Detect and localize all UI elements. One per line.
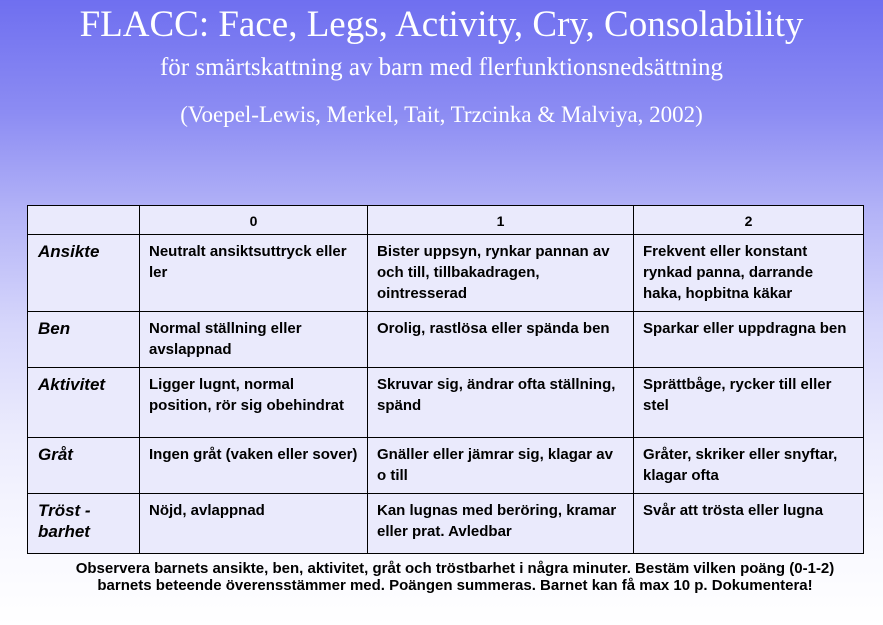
header-cell-score-0: 0 (139, 205, 368, 235)
score-2-cell: Svår att trösta eller lugna (633, 493, 864, 554)
score-2-cell: Sparkar eller uppdragna ben (633, 311, 864, 368)
citation: (Voepel-Lewis, Merkel, Tait, Trzcinka & … (180, 102, 703, 127)
row-category: Aktivitet (27, 367, 140, 438)
header-cell-score-1: 1 (367, 205, 634, 235)
score-1-cell: Kan lugnas med beröring, kramar eller pr… (367, 493, 634, 554)
header-cell-category (27, 205, 140, 235)
score-1-cell: Gnäller eller jämrar sig, klagar av o ti… (367, 437, 634, 494)
score-0-cell: Ingen gråt (vaken eller sover) (139, 437, 368, 494)
slide-subtitle: för smärtskattning av barn med flerfunkt… (159, 54, 724, 81)
row-category: Ansikte (27, 234, 140, 312)
slide-title: FLACC: Face, Legs, Activity, Cry, Consol… (79, 4, 804, 45)
score-2-cell: Frekvent eller konstant rynkad panna, da… (633, 234, 864, 312)
flacc-table: 0 1 2 Ansikte Neutralt ansiktsuttryck el… (27, 205, 864, 554)
score-1-cell: Skruvar sig, ändrar ofta ställning, spän… (367, 367, 634, 438)
score-1-cell: Bister uppsyn, rynkar pannan av och till… (367, 234, 634, 312)
header-cell-score-2: 2 (633, 205, 864, 235)
score-1-cell: Orolig, rastlösa eller spända ben (367, 311, 634, 368)
score-0-cell: Ligger lugnt, normal position, rör sig o… (139, 367, 368, 438)
score-0-cell: Normal ställning eller avslappnad (139, 311, 368, 368)
table-row-aktivitet: Aktivitet Ligger lugnt, normal position,… (27, 367, 864, 438)
table-row-grat: Gråt Ingen gråt (vaken eller sover) Gnäl… (27, 437, 864, 494)
score-2-cell: Gråter, skriker eller snyftar, klagar of… (633, 437, 864, 494)
instructions-footer: Observera barnets ansikte, ben, aktivite… (75, 560, 835, 594)
score-0-cell: Neutralt ansiktsuttryck eller ler (139, 234, 368, 312)
table-row-trostbarhet: Tröst - barhet Nöjd, avlappnad Kan lugna… (27, 493, 864, 554)
table-row-ben: Ben Normal ställning eller avslappnad Or… (27, 311, 864, 368)
row-category: Ben (27, 311, 140, 368)
row-category: Tröst - barhet (27, 493, 140, 554)
table-header-row: 0 1 2 (27, 205, 864, 235)
score-2-cell: Sprättbåge, rycker till eller stel (633, 367, 864, 438)
row-category: Gråt (27, 437, 140, 494)
table-row-ansikte: Ansikte Neutralt ansiktsuttryck eller le… (27, 234, 864, 312)
score-0-cell: Nöjd, avlappnad (139, 493, 368, 554)
